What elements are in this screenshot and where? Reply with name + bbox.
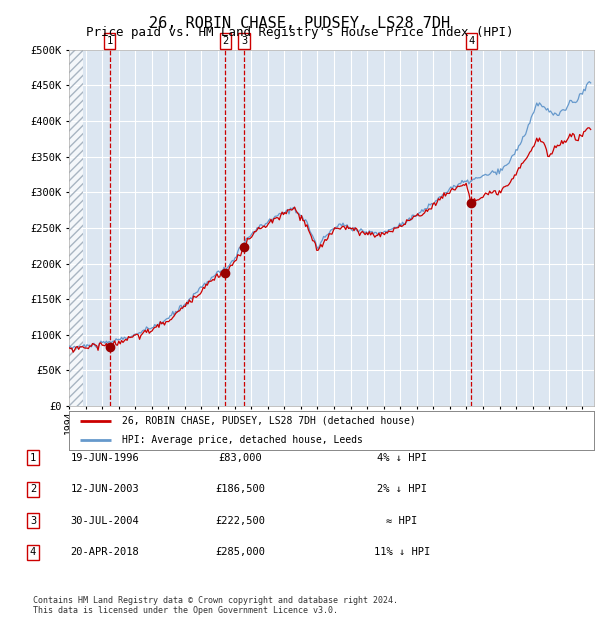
- Text: 4: 4: [30, 547, 36, 557]
- Text: ≈ HPI: ≈ HPI: [386, 516, 418, 526]
- Text: 1: 1: [30, 453, 36, 463]
- Bar: [69, 50, 83, 406]
- Text: 4: 4: [469, 36, 475, 46]
- Text: HPI: Average price, detached house, Leeds: HPI: Average price, detached house, Leed…: [121, 435, 362, 445]
- Text: Price paid vs. HM Land Registry's House Price Index (HPI): Price paid vs. HM Land Registry's House …: [86, 26, 514, 39]
- Text: 11% ↓ HPI: 11% ↓ HPI: [374, 547, 430, 557]
- Text: £186,500: £186,500: [215, 484, 265, 494]
- Text: 19-JUN-1996: 19-JUN-1996: [71, 453, 139, 463]
- Text: 4% ↓ HPI: 4% ↓ HPI: [377, 453, 427, 463]
- Text: 12-JUN-2003: 12-JUN-2003: [71, 484, 139, 494]
- Text: 3: 3: [241, 36, 247, 46]
- Text: 26, ROBIN CHASE, PUDSEY, LS28 7DH: 26, ROBIN CHASE, PUDSEY, LS28 7DH: [149, 16, 451, 30]
- Text: 2: 2: [222, 36, 229, 46]
- Text: 26, ROBIN CHASE, PUDSEY, LS28 7DH (detached house): 26, ROBIN CHASE, PUDSEY, LS28 7DH (detac…: [121, 415, 415, 426]
- Text: £222,500: £222,500: [215, 516, 265, 526]
- Text: £285,000: £285,000: [215, 547, 265, 557]
- Text: £83,000: £83,000: [218, 453, 262, 463]
- Text: 2% ↓ HPI: 2% ↓ HPI: [377, 484, 427, 494]
- Text: 1: 1: [107, 36, 113, 46]
- Text: 30-JUL-2004: 30-JUL-2004: [71, 516, 139, 526]
- Text: 3: 3: [30, 516, 36, 526]
- Text: 2: 2: [30, 484, 36, 494]
- Text: 20-APR-2018: 20-APR-2018: [71, 547, 139, 557]
- Text: Contains HM Land Registry data © Crown copyright and database right 2024.
This d: Contains HM Land Registry data © Crown c…: [33, 596, 398, 615]
